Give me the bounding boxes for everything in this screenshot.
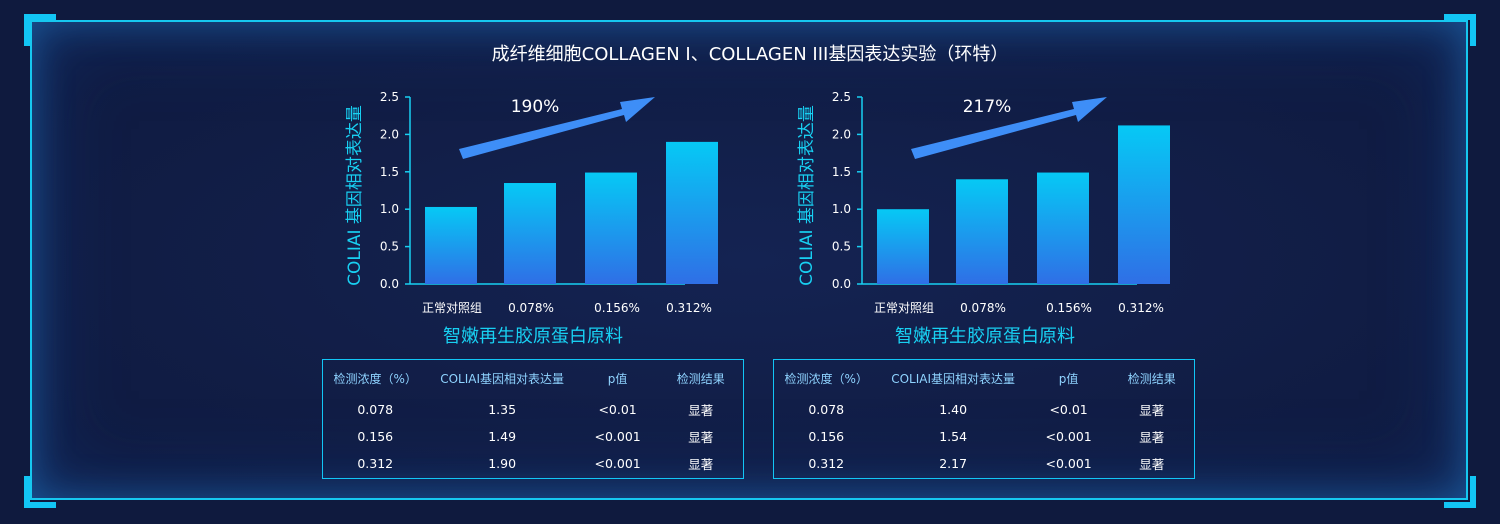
- table-header-row: 检测浓度（%） COLIAI基因相对表达量 p值 检测结果: [774, 360, 1194, 396]
- x-tick-label: 0.156%: [594, 301, 640, 315]
- table-header-cell: 检测浓度（%）: [784, 371, 868, 386]
- x-tick-label: 0.078%: [508, 301, 554, 315]
- table-row: 0.156 1.49 <0.001 显著: [323, 423, 743, 450]
- bar: [504, 183, 556, 284]
- trend-arrow-icon: [911, 97, 1107, 159]
- y-tick-label: 2.0: [832, 127, 851, 141]
- table-cell: 1.49: [488, 429, 517, 444]
- table-cell: 1.54: [939, 429, 968, 444]
- table-cell: 1.90: [488, 456, 517, 471]
- table-cell: 1.35: [488, 402, 517, 417]
- table-row: 0.312 1.90 <0.001 显著: [323, 450, 743, 477]
- table-header-cell: 检测浓度（%）: [333, 371, 417, 386]
- growth-annotation: 190%: [511, 97, 560, 117]
- table-row: 0.078 1.40 <0.01 显著: [774, 396, 1194, 423]
- table-header-cell: 检测结果: [676, 371, 725, 386]
- table-header-cell: p值: [607, 371, 628, 386]
- results-table-left: 检测浓度（%） COLIAI基因相对表达量 p值 检测结果 0.078 1.35…: [322, 359, 744, 479]
- y-tick-label: 2.5: [832, 90, 851, 104]
- table-cell: 0.312: [808, 456, 845, 471]
- y-tick-label: 2.0: [380, 127, 399, 141]
- table-cell: 0.156: [808, 429, 845, 444]
- table-cell: <0.01: [1049, 402, 1088, 417]
- bar: [1037, 172, 1089, 284]
- y-tick-label: 0.5: [380, 240, 399, 254]
- y-tick-label: 1.5: [832, 165, 851, 179]
- bar: [877, 209, 929, 284]
- table-cell: 0.078: [357, 402, 394, 417]
- y-tick-label: 0.0: [380, 277, 399, 291]
- growth-annotation: 217%: [963, 97, 1012, 117]
- table-header-cell: 检测结果: [1127, 371, 1176, 386]
- table-header-cell: COLIAI基因相对表达量: [440, 371, 565, 386]
- table-cell: 显著: [1139, 457, 1165, 472]
- x-tick-label: 0.312%: [666, 301, 712, 315]
- page-title: 成纤维细胞COLLAGEN I、COLLAGEN III基因表达实验（环特）: [491, 44, 1009, 65]
- table-cell: 2.17: [939, 456, 968, 471]
- table-cell: <0.01: [598, 402, 637, 417]
- x-tick-label: 0.078%: [960, 301, 1006, 315]
- table-header-cell: p值: [1058, 371, 1079, 386]
- y-axis-title: COLIAI 基因相对表达量: [797, 105, 817, 286]
- chart-left: 0.0 0.5 1.0 1.5 2.0 2.5 正常对照组 0.078% 0.156% 0.312…: [345, 90, 718, 347]
- table-row: 0.078 1.35 <0.01 显著: [323, 396, 743, 423]
- table-cell: 0.156: [357, 429, 394, 444]
- y-tick-label: 1.5: [380, 165, 399, 179]
- y-tick-label: 0.5: [832, 240, 851, 254]
- bar: [585, 172, 637, 284]
- trend-arrow-icon: [459, 97, 655, 159]
- x-tick-label: 0.156%: [1046, 301, 1092, 315]
- table-header-row: 检测浓度（%） COLIAI基因相对表达量 p值 检测结果: [323, 360, 743, 396]
- table-cell: 1.40: [939, 402, 968, 417]
- main-panel: [30, 20, 1468, 500]
- corner-decoration-top-left: [24, 14, 56, 46]
- x-tick-label: 0.312%: [1118, 301, 1164, 315]
- table-cell: 显著: [688, 403, 714, 418]
- table-cell: <0.001: [594, 429, 641, 444]
- table-cell: 显著: [1139, 403, 1165, 418]
- table-cell: <0.001: [594, 456, 641, 471]
- table-row: 0.312 2.17 <0.001 显著: [774, 450, 1194, 477]
- y-tick-label: 2.5: [380, 90, 399, 104]
- table-cell: <0.001: [1045, 429, 1092, 444]
- y-axis-title: COLIAI 基因相对表达量: [345, 105, 365, 286]
- x-tick-label: 正常对照组: [874, 301, 934, 315]
- bar: [1118, 125, 1170, 284]
- y-tick-label: 1.0: [380, 202, 399, 216]
- table-cell: 显著: [1139, 430, 1165, 445]
- table-cell: 显著: [688, 430, 714, 445]
- y-tick-label: 1.0: [832, 202, 851, 216]
- table-cell: 0.312: [357, 456, 394, 471]
- table-row: 0.156 1.54 <0.001 显著: [774, 423, 1194, 450]
- corner-decoration-top-right: [1444, 14, 1476, 46]
- bar: [666, 141, 718, 284]
- table-header-cell: COLIAI基因相对表达量: [891, 371, 1016, 386]
- corner-decoration-bottom-left: [24, 476, 56, 508]
- x-tick-label: 正常对照组: [422, 301, 482, 315]
- table-cell: 显著: [688, 457, 714, 472]
- table-cell: <0.001: [1045, 456, 1092, 471]
- bar: [956, 179, 1008, 284]
- chart-right: 0.0 0.5 1.0 1.5 2.0 2.5 正常对照组 0.078% 0.156% 0.312…: [797, 90, 1170, 347]
- bar: [425, 206, 477, 284]
- corner-decoration-bottom-right: [1444, 476, 1476, 508]
- x-axis-title: 智嫩再生胶原蛋白原料: [895, 326, 1075, 347]
- results-table-right: 检测浓度（%） COLIAI基因相对表达量 p值 检测结果 0.078 1.40…: [773, 359, 1195, 479]
- y-tick-label: 0.0: [832, 277, 851, 291]
- table-cell: 0.078: [808, 402, 845, 417]
- x-axis-title: 智嫩再生胶原蛋白原料: [443, 326, 623, 347]
